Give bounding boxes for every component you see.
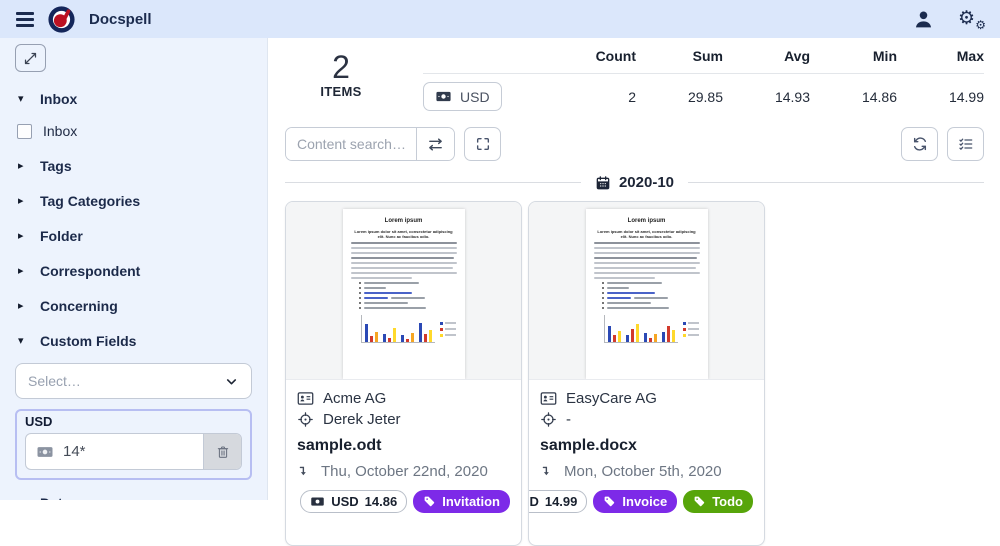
stats-summary: 2 ITEMS Count Sum Avg Min Max (285, 48, 984, 111)
sidebar-item-correspondent[interactable]: ▸ Correspondent (18, 263, 141, 279)
month-group-header: 2020-10 (285, 174, 984, 191)
tag-icon (423, 495, 436, 508)
address-card-icon (540, 390, 557, 407)
item-date-row: Thu, October 22nd, 2020 (297, 463, 510, 480)
stats-value-count: 2 (628, 88, 636, 105)
money-bill-icon (435, 88, 452, 105)
item-badges: USD 14.99 Invoice (529, 490, 753, 513)
preview-bar-chart (360, 315, 457, 343)
concerning-name: - (566, 411, 571, 428)
preview-bar-chart (603, 315, 700, 343)
filter-sidebar: ▾ Inbox Inbox ▸ Tags ▸ Tag Categories ▸ … (0, 38, 268, 500)
stats-value-max: 14.99 (948, 88, 984, 105)
concerning-name: Derek Jeter (323, 411, 401, 428)
correspondent-name: EasyCare AG (566, 390, 657, 407)
remove-filter-button[interactable] (203, 434, 241, 469)
item-badges: USD 14.86 Invitation (297, 490, 510, 513)
expand-sidebar-button[interactable] (15, 44, 46, 72)
custom-field-usd-input[interactable] (63, 443, 193, 460)
crosshairs-icon (540, 411, 557, 428)
stats-header-min: Min (872, 48, 897, 64)
main-content: 2 ITEMS Count Sum Avg Min Max (269, 38, 1000, 546)
stats-value-avg: 14.93 (774, 88, 810, 105)
amount-badge: USD 14.86 (300, 490, 408, 513)
caret-right-icon: ▸ (18, 265, 24, 277)
caret-down-icon: ▾ (18, 335, 24, 347)
item-cards: Lorem ipsum Lorem ipsum dolor sit amet, … (285, 201, 984, 546)
custom-field-usd-filter: USD (15, 409, 252, 480)
topbar: Docspell ⚙ ⚙ (0, 0, 1000, 38)
hamburger-menu-icon[interactable] (16, 11, 34, 27)
address-card-icon (297, 390, 314, 407)
refresh-button[interactable] (901, 127, 938, 161)
tag-badge[interactable]: Invoice (593, 490, 678, 513)
content-search-input[interactable] (286, 128, 416, 160)
custom-field-label: USD (25, 414, 53, 429)
arrow-turn-down-icon (540, 464, 555, 479)
arrow-turn-down-icon (297, 464, 312, 479)
item-name: sample.odt (297, 437, 382, 454)
caret-right-icon: ▸ (18, 160, 24, 172)
item-date: Mon, October 5th, 2020 (564, 463, 722, 480)
caret-right-icon: ▸ (18, 230, 24, 242)
inbox-checkbox[interactable] (17, 123, 32, 139)
calendar-icon (595, 175, 611, 191)
chevron-down-icon (224, 374, 239, 389)
sidebar-item-tags[interactable]: ▸ Tags (18, 158, 72, 174)
currency-label: USD (460, 88, 490, 105)
item-card[interactable]: Lorem ipsum Lorem ipsum dolor sit amet, … (528, 201, 765, 546)
sidebar-item-concerning[interactable]: ▸ Concerning (18, 298, 118, 314)
tag-icon (603, 495, 616, 508)
currency-pill: USD (423, 82, 502, 111)
settings-gears-icon[interactable]: ⚙ ⚙ (958, 8, 986, 32)
stats-header-avg: Avg (784, 48, 810, 64)
month-label: 2020-10 (618, 174, 675, 191)
caret-right-icon: ▸ (18, 497, 27, 500)
stats-table: Count Sum Avg Min Max (423, 48, 984, 111)
tag-badge[interactable]: Invitation (413, 490, 510, 513)
items-count-label: ITEMS (320, 84, 362, 99)
sidebar-item-tag-categories[interactable]: ▸ Tag Categories (18, 193, 141, 209)
tag-icon (693, 495, 706, 508)
caret-right-icon: ▸ (18, 300, 24, 312)
sidebar-item-inbox[interactable]: ▾ Inbox (18, 91, 78, 107)
swap-search-mode-button[interactable] (416, 128, 454, 160)
document-preview: Lorem ipsum Lorem ipsum dolor sit amet, … (286, 202, 521, 380)
docspell-logo[interactable] (48, 5, 75, 33)
stats-value-sum: 29.85 (687, 88, 723, 105)
crosshairs-icon (297, 411, 314, 428)
fullscreen-button[interactable] (464, 127, 501, 161)
item-name: sample.docx (540, 437, 637, 454)
search-toolbar (285, 127, 984, 161)
stats-header-count: Count (595, 48, 636, 64)
sidebar-item-date[interactable]: ▸ Date (18, 495, 252, 500)
stats-value-min: 14.86 (861, 88, 897, 105)
caret-down-icon: ▾ (18, 93, 24, 105)
tag-badge[interactable]: Todo (683, 490, 753, 513)
item-date-row: Mon, October 5th, 2020 (540, 463, 753, 480)
stats-header-sum: Sum (692, 48, 723, 64)
correspondent-name: Acme AG (323, 390, 387, 407)
caret-right-icon: ▸ (18, 195, 24, 207)
sidebar-item-folder[interactable]: ▸ Folder (18, 228, 83, 244)
concerning-row: - (540, 411, 753, 428)
inbox-checkbox-row[interactable]: Inbox (17, 123, 252, 139)
custom-field-select[interactable]: Select… (15, 363, 252, 399)
correspondent-row: EasyCare AG (540, 390, 753, 407)
item-date: Thu, October 22nd, 2020 (321, 463, 488, 480)
items-count: 2 (332, 49, 350, 85)
document-preview: Lorem ipsum Lorem ipsum dolor sit amet, … (529, 202, 764, 380)
amount-badge: USD 14.99 (529, 490, 588, 513)
correspondent-row: Acme AG (297, 390, 510, 407)
item-card[interactable]: Lorem ipsum Lorem ipsum dolor sit amet, … (285, 201, 522, 546)
stats-header-max: Max (956, 48, 984, 64)
app-title: Docspell (89, 10, 152, 28)
money-bill-icon (36, 443, 54, 461)
user-icon[interactable] (913, 9, 934, 30)
concerning-row: Derek Jeter (297, 411, 510, 428)
list-view-button[interactable] (947, 127, 984, 161)
sidebar-item-custom-fields[interactable]: ▾ Custom Fields (18, 333, 137, 349)
money-bill-icon (310, 494, 325, 509)
